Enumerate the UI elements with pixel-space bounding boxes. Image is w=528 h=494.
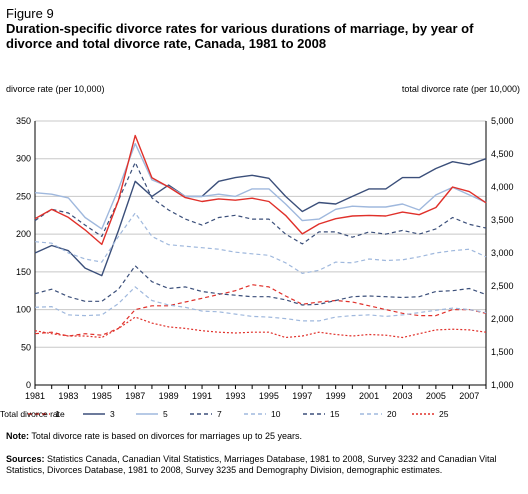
series-line bbox=[34, 161, 487, 245]
y-left-tick-label: 50 bbox=[21, 342, 31, 352]
y-right-tick-label: 5,000 bbox=[491, 116, 514, 126]
y-left-tick-label: 200 bbox=[16, 229, 31, 239]
left-axis-title: divorce rate (per 10,000) bbox=[6, 84, 105, 94]
legend-label: 1 bbox=[55, 409, 60, 419]
y-left-tick-label: 350 bbox=[16, 116, 31, 126]
legend-label: 5 bbox=[163, 409, 168, 419]
x-tick-label: 1987 bbox=[125, 391, 145, 401]
y-right-tick-label: 3,000 bbox=[491, 248, 514, 258]
legend-label: 10 bbox=[271, 409, 281, 419]
y-left-tick-label: 0 bbox=[26, 380, 31, 390]
sources-text: Statistics Canada, Canadian Vital Statis… bbox=[6, 454, 497, 475]
sources: Sources: Statistics Canada, Canadian Vit… bbox=[6, 454, 521, 476]
y-left-tick-label: 100 bbox=[16, 305, 31, 315]
series-line bbox=[34, 158, 487, 277]
x-tick-label: 1997 bbox=[292, 391, 312, 401]
series-line bbox=[34, 212, 487, 274]
x-tick-label: 2005 bbox=[426, 391, 446, 401]
x-tick-label: 1999 bbox=[326, 391, 346, 401]
note-text: Total divorce rate is based on divorces … bbox=[31, 431, 302, 441]
y-right-tick-label: 4,000 bbox=[491, 182, 514, 192]
legend-label: 20 bbox=[387, 409, 397, 419]
x-tick-label: 1991 bbox=[192, 391, 212, 401]
y-left-tick-label: 250 bbox=[16, 191, 31, 201]
y-left-tick-label: 150 bbox=[16, 267, 31, 277]
y-right-tick-label: 4,500 bbox=[491, 149, 514, 159]
chart-title: Duration-specific divorce rates for vari… bbox=[6, 21, 474, 51]
series-line bbox=[34, 284, 487, 337]
line-chart: 0 50 100 150 200 250 300 350 1,000 1,500 2,000 2,50… bbox=[0, 116, 514, 419]
series-line bbox=[34, 316, 487, 339]
legend-label: 15 bbox=[330, 409, 340, 419]
x-tick-label: 1985 bbox=[92, 391, 112, 401]
x-tick-label: 1993 bbox=[225, 391, 245, 401]
y-right-tick-label: 2,500 bbox=[491, 281, 514, 291]
sources-label: Sources: bbox=[6, 454, 45, 464]
x-tick-label: 1989 bbox=[159, 391, 179, 401]
y-left-tick-label: 300 bbox=[16, 154, 31, 164]
x-tick-label: 1981 bbox=[25, 391, 45, 401]
legend-label: 25 bbox=[439, 409, 449, 419]
note-label: Note: bbox=[6, 431, 29, 441]
y-right-tick-label: 3,500 bbox=[491, 215, 514, 225]
series-line bbox=[34, 142, 487, 230]
series-line bbox=[34, 134, 487, 246]
right-axis-title: total divorce rate (per 10,000) bbox=[401, 84, 520, 94]
y-right-tick-label: 1,500 bbox=[491, 347, 514, 357]
x-tick-label: 2001 bbox=[359, 391, 379, 401]
y-right-tick-label: 1,000 bbox=[491, 380, 514, 390]
legend-label: 7 bbox=[217, 409, 222, 419]
x-tick-label: 1983 bbox=[58, 391, 78, 401]
note: Note: Total divorce rate is based on div… bbox=[6, 431, 521, 442]
x-tick-label: 2003 bbox=[392, 391, 412, 401]
x-tick-label: 2007 bbox=[459, 391, 479, 401]
legend-label: 3 bbox=[110, 409, 115, 419]
legend-label: Total divorce rate bbox=[0, 409, 65, 419]
y-right-tick-label: 2,000 bbox=[491, 314, 514, 324]
figure-label: Figure 9 bbox=[6, 6, 54, 21]
x-tick-label: 1995 bbox=[259, 391, 279, 401]
series-line bbox=[34, 265, 487, 306]
series-line bbox=[34, 286, 487, 322]
